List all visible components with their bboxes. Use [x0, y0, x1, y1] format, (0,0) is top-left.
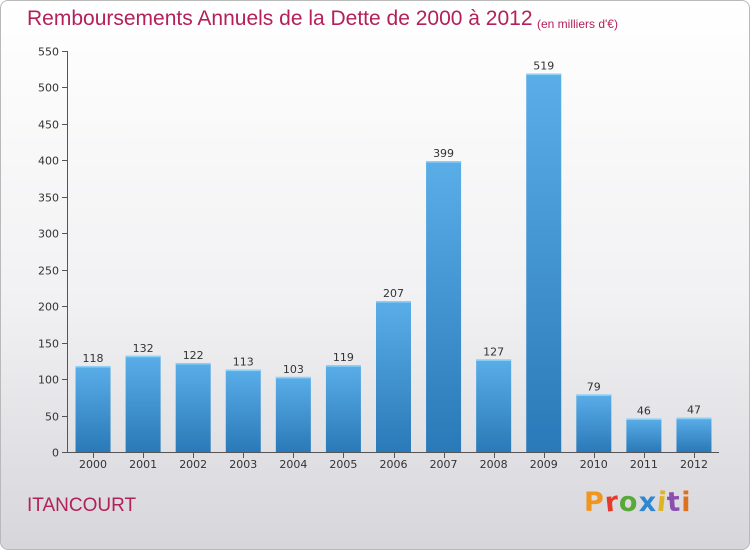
- y-tick-label: 100: [38, 374, 59, 387]
- bar-2008: [476, 359, 512, 452]
- data-label: 118: [83, 352, 104, 365]
- y-tick-label: 350: [38, 192, 59, 205]
- data-label: 47: [687, 404, 701, 417]
- bar-2011: [626, 418, 662, 452]
- x-tick-label: 2008: [480, 458, 508, 471]
- x-tick-label: 2004: [279, 458, 307, 471]
- y-tick-label: 500: [38, 82, 59, 95]
- bar-2010: [576, 394, 612, 452]
- x-tick-label: 2010: [580, 458, 608, 471]
- bar-highlight: [125, 355, 161, 358]
- commune-name: ITANCOURT: [27, 495, 137, 516]
- bar-2000: [75, 365, 111, 452]
- bar-highlight: [225, 369, 261, 372]
- bar-2009: [526, 73, 562, 453]
- data-label: 127: [483, 345, 504, 358]
- x-tick-label: 2012: [680, 458, 708, 471]
- y-tick-label: 200: [38, 301, 59, 314]
- data-label: 399: [433, 147, 454, 160]
- y-tick-label: 0: [52, 447, 59, 460]
- bar-2005: [325, 365, 361, 452]
- bar-highlight: [75, 365, 111, 368]
- bar-2001: [125, 355, 161, 452]
- bar-2012: [676, 417, 712, 452]
- bar-highlight: [526, 73, 562, 76]
- chart-title: Remboursements Annuels de la Dette de 20…: [27, 7, 533, 30]
- y-tick-label: 50: [45, 411, 59, 424]
- bar-highlight: [626, 418, 662, 420]
- data-label: 46: [637, 404, 651, 417]
- data-label: 519: [533, 60, 554, 73]
- data-label: 207: [383, 287, 404, 300]
- bar-2002: [175, 363, 211, 452]
- bar-2003: [225, 369, 261, 452]
- x-tick-label: 2003: [229, 458, 257, 471]
- x-tick-label: 2001: [129, 458, 157, 471]
- x-tick-label: 2007: [430, 458, 458, 471]
- logo-letter: P: [584, 487, 605, 518]
- data-label: 122: [183, 349, 204, 362]
- logo-letter: t: [666, 486, 683, 519]
- x-tick-label: 2002: [179, 458, 207, 471]
- bar-highlight: [676, 417, 712, 420]
- logo-letter: o: [618, 486, 640, 519]
- bar-highlight: [576, 394, 612, 396]
- x-tick-label: 2005: [329, 458, 357, 471]
- data-label: 113: [233, 356, 254, 369]
- x-tick-label: 2006: [380, 458, 408, 471]
- x-tick-label: 2009: [530, 458, 558, 471]
- x-tick-label: 2011: [630, 458, 658, 471]
- y-tick-label: 550: [38, 46, 59, 59]
- data-label: 103: [283, 363, 304, 376]
- data-label: 132: [133, 342, 154, 355]
- proxiti-logo: Proxiti: [584, 486, 692, 519]
- data-label: 79: [587, 380, 601, 393]
- bar-highlight: [426, 161, 462, 163]
- y-tick-label: 400: [38, 155, 59, 168]
- unit-label: (en milliers d'€): [537, 17, 618, 31]
- logo-letter: x: [638, 487, 658, 518]
- y-tick-label: 300: [38, 228, 59, 241]
- y-tick-label: 450: [38, 119, 59, 132]
- bar-2006: [376, 301, 411, 452]
- bar-2007: [426, 161, 462, 453]
- x-tick-label: 2000: [79, 458, 107, 471]
- bar-highlight: [325, 365, 361, 367]
- y-tick-label: 250: [38, 265, 59, 278]
- bar-2004: [275, 376, 311, 452]
- bar-highlight: [275, 376, 311, 379]
- data-label: 119: [333, 351, 354, 364]
- logo-letter: i: [681, 487, 692, 518]
- bar-highlight: [175, 363, 211, 365]
- bar-highlight: [476, 359, 512, 361]
- bar-highlight: [376, 301, 411, 303]
- y-tick-label: 150: [38, 338, 59, 351]
